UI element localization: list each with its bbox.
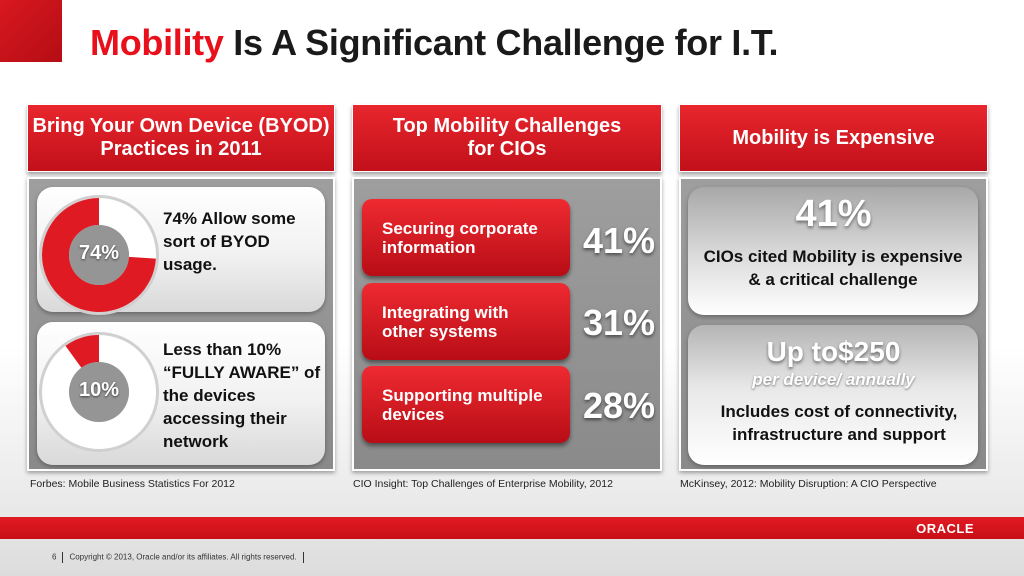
expensive-header-text: Mobility is Expensive	[732, 126, 935, 149]
expensive-percent: 41%	[795, 193, 872, 235]
cost-subtitle: per device/ annually	[752, 370, 915, 389]
challenges-header-text: Top Mobility Challenges for CIOs	[392, 115, 622, 160]
footer-copyright: 6 Copyright © 2013, Oracle and/or its aff…	[52, 552, 310, 563]
challenge-supporting: Supporting multiple devices	[362, 366, 570, 443]
byod-text-2: Less than 10% “FULLY AWARE” of the devic…	[163, 340, 321, 451]
title-accent: Mobility	[90, 22, 224, 63]
byod-header-text: Bring Your Own Device (BYOD) Practices i…	[32, 115, 330, 160]
challenge-label: Supporting multiple devices	[382, 385, 543, 424]
oracle-logo: ORACLE	[916, 521, 974, 536]
page-number: 6	[52, 552, 57, 562]
slide-title: Mobility Is A Significant Challenge for …	[90, 22, 779, 72]
copyright-text: Copyright © 2013, Oracle and/or its affi…	[69, 552, 297, 562]
expensive-percent-text: CIOs cited Mobility is expensive & a cri…	[703, 247, 963, 289]
source-forbes: Forbes: Mobile Business Statistics For 2…	[30, 478, 235, 490]
donut-chart-10	[39, 332, 159, 452]
donut-slice	[65, 335, 99, 368]
donut-hole	[69, 362, 129, 422]
challenge-percent: 28%	[582, 385, 656, 426]
cost-value: Up to$250	[766, 336, 901, 367]
expensive-card-2	[688, 325, 978, 465]
byod-header: Bring Your Own Device (BYOD) Practices i…	[27, 104, 335, 172]
footer-bar	[0, 517, 1024, 539]
challenge-securing: Securing corporate information	[362, 199, 570, 276]
cost-text: Includes cost of connectivity, infrastru…	[720, 402, 958, 444]
source-cio-insight: CIO Insight: Top Challenges of Enterpris…	[353, 478, 613, 490]
challenge-label: Securing corporate information	[382, 218, 538, 257]
source-mckinsey: McKinsey, 2012: Mobility Disruption: A C…	[680, 478, 937, 490]
challenge-integrating: Integrating with other systems	[362, 283, 570, 360]
donut-remainder	[42, 335, 157, 449]
donut-label-74: 74%	[78, 242, 120, 264]
corner-red-block	[0, 0, 62, 62]
divider	[62, 552, 64, 563]
donut-chart-74	[39, 195, 159, 315]
divider	[302, 552, 304, 563]
challenge-percent: 41%	[582, 220, 656, 261]
challenge-percent: 31%	[582, 302, 656, 343]
challenges-header: Top Mobility Challenges for CIOs	[352, 104, 662, 172]
donut-hole	[69, 225, 129, 285]
challenge-label: Integrating with other systems	[382, 302, 509, 341]
donut-label-10: 10%	[78, 379, 120, 401]
donut-slice	[41, 198, 156, 312]
expensive-card-1	[688, 187, 978, 315]
title-rest: Is A Significant Challenge for I.T.	[223, 22, 779, 63]
expensive-header: Mobility is Expensive	[679, 104, 988, 172]
byod-text-1: 74% Allow some sort of BYOD usage.	[163, 209, 296, 274]
